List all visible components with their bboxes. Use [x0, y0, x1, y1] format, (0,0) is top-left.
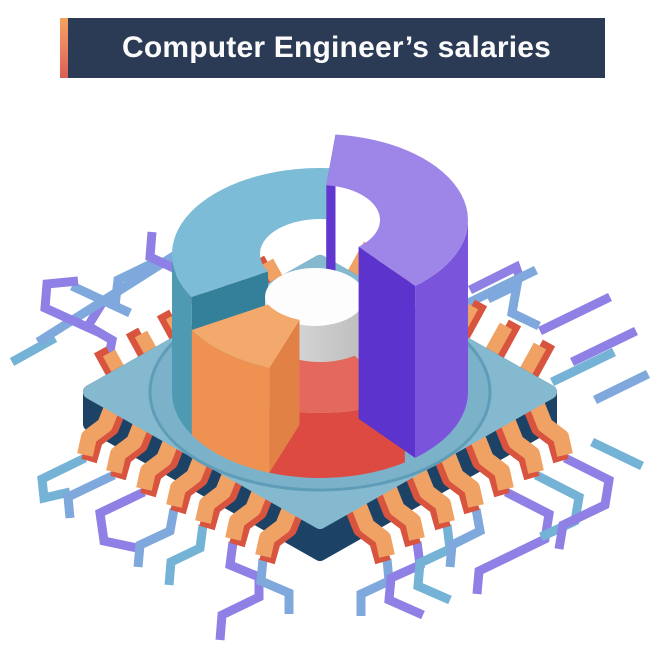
donut-segment-purple-face: [358, 246, 416, 458]
page-title: Computer Engineer’s salaries: [121, 31, 552, 64]
donut-segment-orange: [191, 304, 300, 473]
cpu-chip-illustration: [0, 95, 658, 672]
banner-accent-stripe: [60, 18, 68, 78]
banner-body: Computer Engineer’s salaries: [68, 18, 605, 78]
cpu-chip-svg: [9, 134, 650, 641]
title-banner: Computer Engineer’s salaries: [60, 18, 605, 78]
chip-pins-lower: [77, 402, 573, 565]
donut-chart: [171, 134, 468, 478]
